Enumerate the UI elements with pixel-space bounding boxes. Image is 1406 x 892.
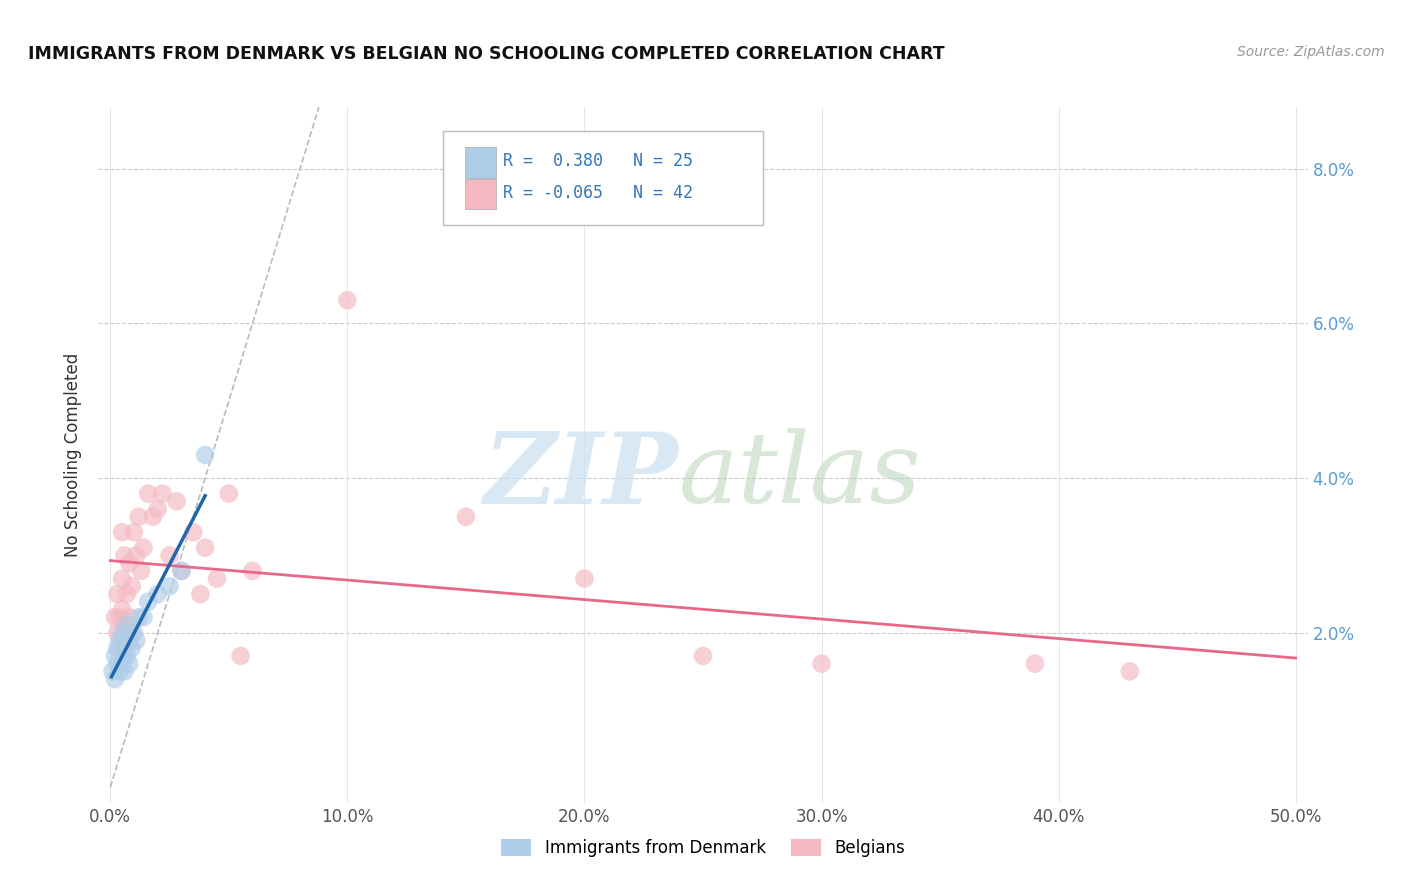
- Immigrants from Denmark: [114, 641, 136, 656]
- Immigrants from Denmark: [104, 672, 127, 686]
- Belgians: [108, 641, 131, 656]
- Belgians: [190, 587, 212, 601]
- Belgians: [152, 486, 174, 500]
- Immigrants from Denmark: [118, 633, 141, 648]
- Belgians: [105, 625, 128, 640]
- Belgians: [105, 587, 128, 601]
- FancyBboxPatch shape: [443, 131, 763, 226]
- Belgians: [128, 509, 150, 524]
- Immigrants from Denmark: [108, 633, 131, 648]
- Text: R =  0.380   N = 25: R = 0.380 N = 25: [503, 153, 693, 170]
- Belgians: [114, 618, 136, 632]
- Text: R = -0.065   N = 42: R = -0.065 N = 42: [503, 184, 693, 202]
- Belgians: [129, 564, 152, 578]
- Immigrants from Denmark: [159, 579, 181, 593]
- Belgians: [136, 486, 159, 500]
- Immigrants from Denmark: [111, 625, 134, 640]
- Belgians: [229, 648, 252, 663]
- Immigrants from Denmark: [108, 665, 131, 679]
- Y-axis label: No Schooling Completed: No Schooling Completed: [65, 353, 83, 557]
- FancyBboxPatch shape: [465, 147, 496, 178]
- Belgians: [142, 509, 165, 524]
- Belgians: [125, 549, 148, 563]
- Immigrants from Denmark: [122, 625, 145, 640]
- Legend: Immigrants from Denmark, Belgians: Immigrants from Denmark, Belgians: [495, 832, 911, 864]
- Immigrants from Denmark: [128, 610, 150, 624]
- Belgians: [159, 549, 181, 563]
- Immigrants from Denmark: [136, 595, 159, 609]
- Immigrants from Denmark: [125, 633, 148, 648]
- Belgians: [810, 657, 832, 671]
- Immigrants from Denmark: [105, 657, 128, 671]
- Text: Source: ZipAtlas.com: Source: ZipAtlas.com: [1237, 45, 1385, 59]
- Belgians: [336, 293, 359, 308]
- Belgians: [111, 602, 134, 616]
- Belgians: [1024, 657, 1046, 671]
- Immigrants from Denmark: [115, 648, 138, 663]
- Immigrants from Denmark: [105, 641, 128, 656]
- FancyBboxPatch shape: [465, 178, 496, 210]
- Immigrants from Denmark: [104, 648, 127, 663]
- Text: IMMIGRANTS FROM DENMARK VS BELGIAN NO SCHOOLING COMPLETED CORRELATION CHART: IMMIGRANTS FROM DENMARK VS BELGIAN NO SC…: [28, 45, 945, 62]
- Belgians: [692, 648, 714, 663]
- Immigrants from Denmark: [101, 665, 124, 679]
- Immigrants from Denmark: [170, 564, 193, 578]
- Belgians: [170, 564, 193, 578]
- Belgians: [115, 625, 138, 640]
- Text: atlas: atlas: [679, 428, 921, 524]
- Immigrants from Denmark: [118, 657, 141, 671]
- Text: ZIP: ZIP: [484, 427, 679, 524]
- Immigrants from Denmark: [132, 610, 155, 624]
- Belgians: [118, 610, 141, 624]
- Belgians: [104, 610, 127, 624]
- Belgians: [111, 525, 134, 540]
- Belgians: [111, 572, 134, 586]
- Belgians: [454, 509, 477, 524]
- Immigrants from Denmark: [194, 448, 217, 462]
- Belgians: [118, 556, 141, 570]
- Immigrants from Denmark: [115, 618, 138, 632]
- Belgians: [194, 541, 217, 555]
- Immigrants from Denmark: [114, 665, 136, 679]
- Immigrants from Denmark: [121, 641, 143, 656]
- Belgians: [574, 572, 596, 586]
- Belgians: [181, 525, 204, 540]
- Immigrants from Denmark: [146, 587, 169, 601]
- Belgians: [115, 587, 138, 601]
- Belgians: [1119, 665, 1142, 679]
- Belgians: [114, 549, 136, 563]
- Belgians: [242, 564, 264, 578]
- Belgians: [166, 494, 188, 508]
- Belgians: [218, 486, 240, 500]
- Belgians: [146, 502, 169, 516]
- Belgians: [108, 610, 131, 624]
- Belgians: [132, 541, 155, 555]
- Belgians: [121, 579, 143, 593]
- Belgians: [205, 572, 228, 586]
- Immigrants from Denmark: [111, 657, 134, 671]
- Belgians: [122, 525, 145, 540]
- Belgians: [121, 625, 143, 640]
